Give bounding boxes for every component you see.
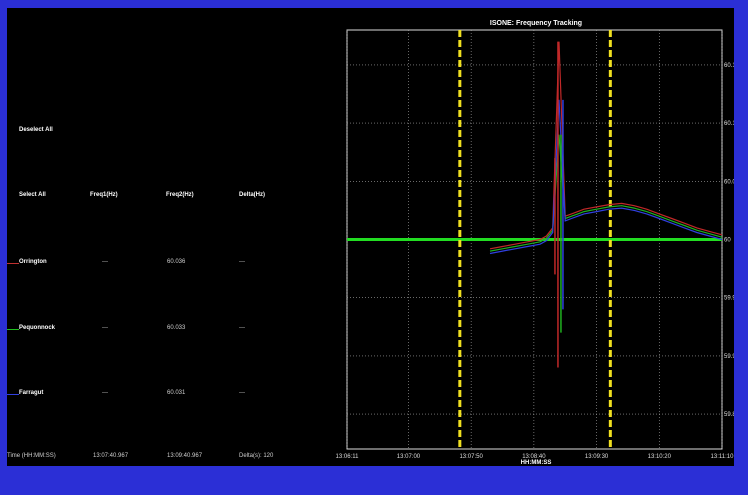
freq2-value: 60.036 [167, 259, 186, 265]
series-line-farragut [489, 99, 723, 255]
freq2-value: 60.031 [167, 390, 186, 396]
x-tick-label: 13:07:50 [459, 454, 483, 460]
x-tick-label: 13:09:30 [585, 454, 609, 460]
freq1-value: --- [102, 325, 108, 331]
freq1-value: --- [102, 259, 108, 265]
series-line-pequonnock [489, 134, 723, 252]
select-all-button[interactable]: Select All [19, 192, 46, 198]
frequency-chart[interactable]: ISONE: Frequency Tracking HH:MM:SS 13:06… [7, 8, 734, 466]
col-header-delta: Delta(Hz) [239, 192, 266, 198]
delta-value: --- [239, 259, 245, 265]
freq2-value: 60.033 [167, 325, 186, 331]
y-tick-label: 59.85 [724, 412, 734, 418]
col-header-freq1: Freq1(Hz) [90, 192, 118, 198]
delta-time: Delta(s): 120 [239, 453, 274, 459]
series-color-swatch [7, 329, 19, 330]
delta-value: --- [239, 390, 245, 396]
freq1-value: --- [102, 390, 108, 396]
series-color-swatch [7, 394, 19, 395]
series-toggle-pequonnock[interactable]: Pequonnock [19, 325, 56, 331]
cursor1-time: 13:07:40.967 [93, 453, 129, 459]
time-label: Time (HH:MM:SS) [7, 453, 56, 459]
y-tick-label: 59.9 [724, 354, 734, 360]
y-tick-label: 60.1 [724, 121, 734, 127]
app-frame: Deselect All Select All Freq1(Hz) Freq2(… [7, 8, 734, 466]
y-tick-label: 59.95 [724, 296, 734, 302]
series-color-swatch [7, 263, 19, 264]
y-tick-label: 60 [724, 238, 731, 244]
series-line-orrington [489, 41, 723, 250]
x-tick-label: 13:07:00 [397, 454, 421, 460]
x-tick-label: 13:11:10 [711, 454, 734, 460]
chart-title: ISONE: Frequency Tracking [490, 20, 582, 27]
y-tick-label: 60.05 [724, 179, 734, 185]
x-axis-label: HH:MM:SS [521, 460, 552, 466]
delta-value: --- [239, 325, 245, 331]
deselect-all-button[interactable]: Deselect All [19, 127, 53, 133]
series-toggle-farragut[interactable]: Farragut [19, 390, 44, 396]
x-tick-label: 13:10:20 [648, 454, 672, 460]
x-tick-label: 13:06:11 [336, 454, 360, 460]
y-tick-label: 60.15 [724, 63, 734, 69]
cursor2-time: 13:09:40.967 [167, 453, 203, 459]
x-tick-label: 13:08:40 [522, 454, 546, 460]
series-toggle-orrington[interactable]: Orrington [19, 259, 47, 265]
col-header-freq2: Freq2(Hz) [166, 192, 194, 198]
